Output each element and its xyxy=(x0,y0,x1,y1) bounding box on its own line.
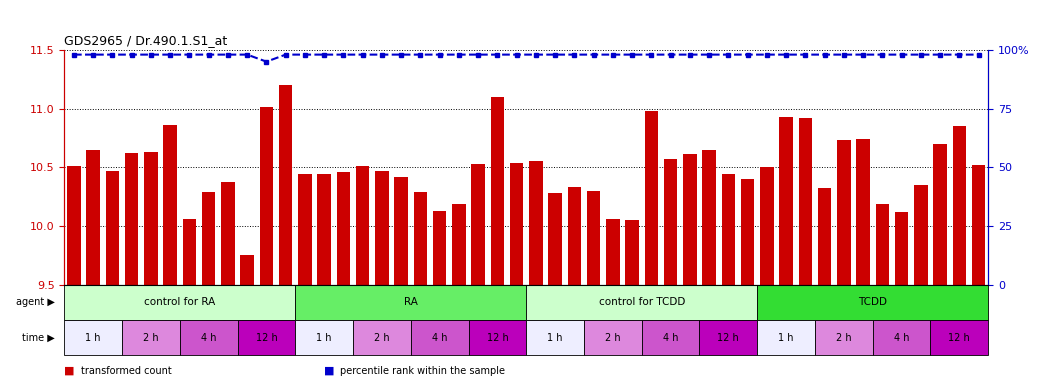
Bar xyxy=(453,204,466,285)
Bar xyxy=(238,320,295,355)
Text: 2 h: 2 h xyxy=(374,333,389,343)
Bar xyxy=(433,211,446,285)
Bar xyxy=(122,320,180,355)
Bar xyxy=(295,320,353,355)
Bar xyxy=(741,179,755,285)
Text: 12 h: 12 h xyxy=(717,333,739,343)
Bar xyxy=(933,144,947,285)
Text: 2 h: 2 h xyxy=(605,333,621,343)
Bar xyxy=(125,153,138,285)
Text: 2 h: 2 h xyxy=(143,333,159,343)
Bar xyxy=(318,174,331,285)
Bar xyxy=(625,220,638,285)
Bar xyxy=(721,174,735,285)
Bar xyxy=(414,192,428,285)
Bar xyxy=(375,171,388,285)
Text: 4 h: 4 h xyxy=(432,333,447,343)
Bar xyxy=(526,285,757,320)
Bar xyxy=(64,285,295,320)
Bar xyxy=(526,320,584,355)
Bar xyxy=(760,167,773,285)
Text: 12 h: 12 h xyxy=(255,333,277,343)
Bar xyxy=(815,320,873,355)
Text: 12 h: 12 h xyxy=(487,333,509,343)
Bar xyxy=(664,159,678,285)
Bar xyxy=(953,126,966,285)
Bar xyxy=(180,320,238,355)
Bar xyxy=(221,182,235,285)
Bar xyxy=(510,162,523,285)
Text: ■: ■ xyxy=(64,366,75,376)
Bar xyxy=(356,166,370,285)
Bar xyxy=(645,111,658,285)
Text: 2 h: 2 h xyxy=(836,333,851,343)
Bar xyxy=(584,320,641,355)
Bar xyxy=(548,193,562,285)
Bar xyxy=(780,117,793,285)
Bar xyxy=(336,172,350,285)
Bar xyxy=(468,320,526,355)
Text: 1 h: 1 h xyxy=(317,333,332,343)
Bar xyxy=(86,150,100,285)
Text: ■: ■ xyxy=(324,366,334,376)
Text: TCDD: TCDD xyxy=(858,297,887,307)
Bar xyxy=(411,320,468,355)
Bar xyxy=(586,191,600,285)
Bar xyxy=(183,219,196,285)
Bar xyxy=(529,161,543,285)
Bar xyxy=(67,166,81,285)
Bar xyxy=(930,320,988,355)
Text: transformed count: transformed count xyxy=(81,366,171,376)
Bar xyxy=(163,125,176,285)
Bar xyxy=(856,139,870,285)
Text: GDS2965 / Dr.490.1.S1_at: GDS2965 / Dr.490.1.S1_at xyxy=(64,34,227,47)
Bar xyxy=(641,320,700,355)
Bar xyxy=(895,212,908,285)
Bar xyxy=(837,140,850,285)
Text: agent ▶: agent ▶ xyxy=(16,297,55,307)
Bar xyxy=(394,177,408,285)
Bar xyxy=(106,171,119,285)
Text: 1 h: 1 h xyxy=(85,333,101,343)
Text: RA: RA xyxy=(404,297,417,307)
Bar xyxy=(279,85,293,285)
Bar xyxy=(757,320,815,355)
Bar xyxy=(757,285,988,320)
Text: 4 h: 4 h xyxy=(894,333,909,343)
Bar xyxy=(568,187,581,285)
Bar xyxy=(683,154,696,285)
Text: 4 h: 4 h xyxy=(663,333,679,343)
Bar xyxy=(606,219,620,285)
Text: percentile rank within the sample: percentile rank within the sample xyxy=(340,366,506,376)
Bar xyxy=(353,320,411,355)
Bar xyxy=(972,165,985,285)
Bar xyxy=(876,204,890,285)
Bar xyxy=(798,118,812,285)
Text: 1 h: 1 h xyxy=(547,333,563,343)
Text: control for RA: control for RA xyxy=(144,297,216,307)
Bar xyxy=(298,174,311,285)
Bar xyxy=(471,164,485,285)
Bar xyxy=(260,108,273,285)
Bar xyxy=(241,255,254,285)
Bar xyxy=(144,152,158,285)
Text: 4 h: 4 h xyxy=(201,333,217,343)
Bar xyxy=(491,97,504,285)
Bar xyxy=(700,320,757,355)
Bar xyxy=(703,150,716,285)
Text: 12 h: 12 h xyxy=(949,333,971,343)
Text: time ▶: time ▶ xyxy=(22,333,55,343)
Bar xyxy=(818,188,831,285)
Bar xyxy=(64,320,122,355)
Bar xyxy=(914,185,928,285)
Text: 1 h: 1 h xyxy=(778,333,794,343)
Bar xyxy=(202,192,216,285)
Bar xyxy=(295,285,526,320)
Bar xyxy=(873,320,930,355)
Text: control for TCDD: control for TCDD xyxy=(599,297,685,307)
